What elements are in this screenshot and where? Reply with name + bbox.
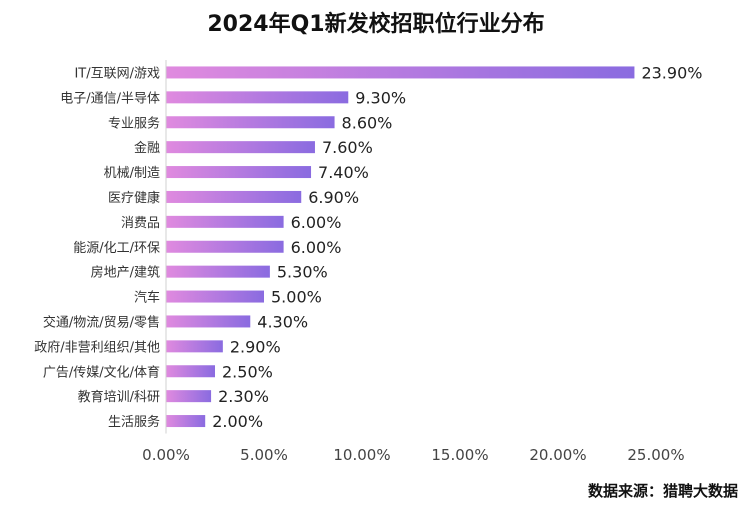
bars-layer bbox=[166, 66, 635, 428]
value-label-14: 2.00% bbox=[212, 412, 263, 431]
x-tick-4: 20.00% bbox=[529, 446, 586, 464]
bar-14 bbox=[166, 415, 206, 428]
source-note: 数据来源：猎聘大数据 bbox=[587, 482, 738, 500]
value-label-7: 6.00% bbox=[291, 238, 342, 257]
category-label-2: 专业服务 bbox=[108, 115, 160, 131]
x-tick-3: 15.00% bbox=[431, 446, 488, 464]
category-label-4: 机械/制造 bbox=[104, 166, 160, 181]
x-axis-ticks: 0.00% 5.00% 10.00% 15.00% 20.00% 25.00% bbox=[142, 446, 684, 464]
value-label-9: 5.00% bbox=[271, 288, 322, 307]
value-labels: 23.90% 9.30% 8.60% 7.60% 7.40% 6.90% 6.00% 6.00… bbox=[212, 63, 702, 431]
x-tick-0: 0.00% bbox=[142, 446, 190, 464]
value-label-12: 2.50% bbox=[222, 362, 273, 381]
value-label-3: 7.60% bbox=[322, 138, 373, 157]
value-label-4: 7.40% bbox=[318, 163, 369, 182]
category-labels: IT/互联网/游戏电子/通信/半导体专业服务金融机械/制造医疗健康消费品能源/化… bbox=[34, 66, 160, 430]
value-label-13: 2.30% bbox=[218, 387, 269, 406]
category-label-3: 金融 bbox=[134, 140, 160, 156]
category-label-13: 教育培训/科研 bbox=[78, 389, 160, 405]
bar-1 bbox=[166, 91, 349, 104]
category-label-5: 医疗健康 bbox=[108, 190, 160, 206]
bar-13 bbox=[166, 390, 212, 403]
category-label-8: 房地产/建筑 bbox=[91, 265, 160, 281]
bar-4 bbox=[166, 166, 312, 179]
x-tick-1: 5.00% bbox=[240, 446, 288, 464]
bar-11 bbox=[166, 340, 223, 353]
bar-9 bbox=[166, 290, 264, 303]
bar-7 bbox=[166, 240, 284, 253]
category-label-12: 广告/传媒/文化/体育 bbox=[43, 364, 160, 380]
bar-3 bbox=[166, 141, 315, 154]
category-label-10: 交通/物流/贸易/零售 bbox=[43, 314, 160, 330]
value-label-10: 4.30% bbox=[257, 312, 308, 331]
category-label-1: 电子/通信/半导体 bbox=[60, 91, 160, 106]
bar-12 bbox=[166, 365, 215, 378]
value-label-0: 23.90% bbox=[641, 63, 702, 82]
value-label-8: 5.30% bbox=[277, 263, 328, 282]
bar-10 bbox=[166, 315, 251, 328]
category-label-9: 汽车 bbox=[134, 290, 160, 306]
x-tick-2: 10.00% bbox=[333, 446, 390, 464]
bar-6 bbox=[166, 215, 284, 228]
category-label-11: 政府/非营利组织/其他 bbox=[34, 340, 160, 355]
category-label-14: 生活服务 bbox=[108, 414, 160, 430]
category-label-6: 消费品 bbox=[121, 216, 160, 231]
value-label-2: 8.60% bbox=[342, 113, 393, 132]
category-label-7: 能源/化工/环保 bbox=[73, 241, 160, 256]
bar-5 bbox=[166, 190, 302, 203]
bar-0 bbox=[166, 66, 635, 79]
value-label-11: 2.90% bbox=[230, 337, 281, 356]
value-label-6: 6.00% bbox=[291, 213, 342, 232]
value-label-1: 9.30% bbox=[355, 88, 406, 107]
bar-8 bbox=[166, 265, 270, 278]
bar-2 bbox=[166, 116, 335, 129]
x-tick-5: 25.00% bbox=[627, 446, 684, 464]
value-label-5: 6.90% bbox=[308, 188, 359, 207]
category-label-0: IT/互联网/游戏 bbox=[74, 66, 160, 81]
chart-title: 2024年Q1新发校招职位行业分布 bbox=[207, 12, 545, 37]
